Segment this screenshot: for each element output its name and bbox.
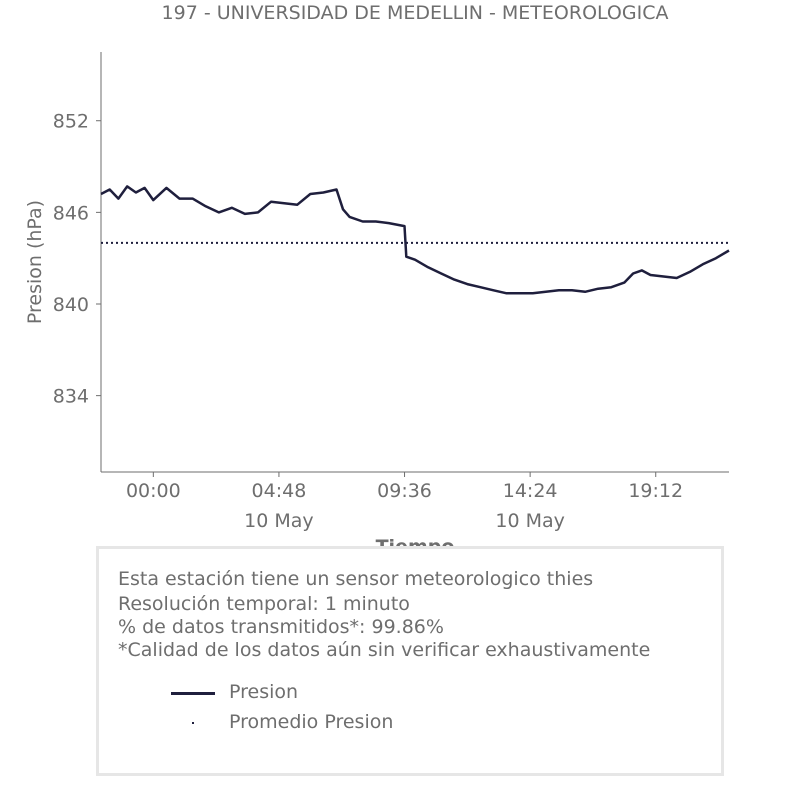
- y-tick-label: 852: [53, 111, 89, 133]
- info-panel: Esta estación tiene un sensor meteorolog…: [96, 546, 724, 776]
- x-tick-label: 00:00: [126, 480, 181, 502]
- x-tick-label: 14:24: [503, 480, 558, 502]
- legend-label: Presion: [229, 681, 299, 703]
- x-axis: 00:00 04:48 10 May 09:36 14:24 10 May 19:12: [101, 471, 729, 532]
- x-tick-date-label: 10 May: [244, 510, 314, 532]
- x-tick-date-label: 10 May: [495, 510, 565, 532]
- info-quality-note: *Calidad de los datos aún sin verificar …: [118, 639, 651, 661]
- info-sensor-text: Esta estación tiene un sensor meteorolog…: [118, 568, 594, 590]
- plot-area: [100, 185, 730, 295]
- y-axis-title: Presion (hPa): [24, 200, 46, 324]
- legend-label: Promedio Presion: [229, 711, 394, 733]
- y-axis: 834 840 846 852: [53, 52, 102, 472]
- info-resolution-text: Resolución temporal: 1 minuto: [118, 593, 410, 615]
- legend-dot-swatch: [192, 722, 194, 724]
- info-transmitted-text: % de datos transmitidos*: 99.86%: [118, 616, 444, 638]
- y-tick-label: 834: [53, 386, 89, 408]
- chart-title: 197 - UNIVERSIDAD DE MEDELLIN - METEOROL…: [161, 2, 669, 24]
- legend-line-swatch: [171, 692, 215, 695]
- y-tick-label: 846: [53, 202, 89, 224]
- pressure-chart: 834 840 846 852 00:00 04:48 10 May 09:36 14:24 1…: [24, 52, 730, 558]
- y-tick-label: 840: [53, 294, 89, 316]
- pressure-line: [100, 185, 730, 295]
- x-tick-label: 19:12: [628, 480, 683, 502]
- x-tick-label: 09:36: [377, 480, 432, 502]
- x-tick-label: 04:48: [252, 480, 307, 502]
